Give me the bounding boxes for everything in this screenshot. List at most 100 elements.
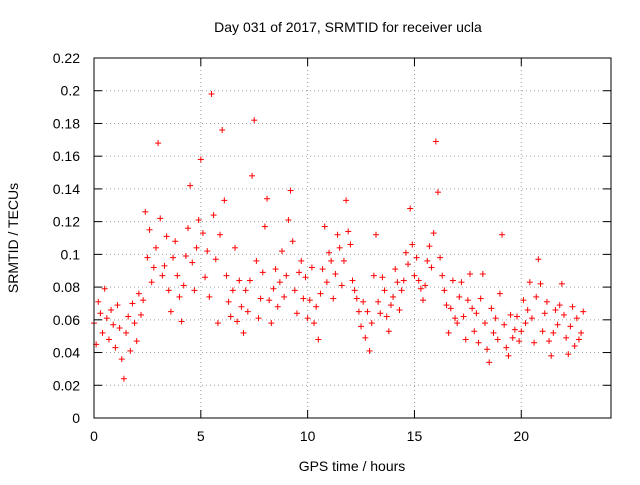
data-point [259, 269, 266, 276]
data-point [251, 117, 258, 124]
data-points [91, 91, 587, 382]
data-point [161, 262, 168, 269]
data-point [253, 257, 260, 264]
data-point [276, 279, 283, 286]
data-point [204, 248, 211, 255]
data-point [285, 217, 292, 223]
data-point [287, 187, 294, 194]
x-tick-label: 20 [513, 428, 529, 444]
data-point [473, 310, 480, 317]
data-point [330, 295, 337, 302]
data-point [496, 290, 503, 297]
data-point [375, 298, 382, 305]
data-point [479, 271, 486, 277]
data-point [101, 285, 108, 292]
data-point [541, 310, 548, 317]
data-point [522, 320, 529, 327]
y-tick-label: 0.22 [53, 50, 80, 66]
data-point [99, 329, 106, 336]
data-point [475, 339, 482, 346]
data-point [447, 305, 454, 312]
data-point [358, 323, 365, 330]
data-point [266, 297, 273, 304]
data-point [490, 329, 497, 336]
data-point [114, 302, 121, 309]
data-point [270, 285, 277, 292]
data-point [199, 230, 206, 237]
data-point [174, 272, 181, 279]
y-tick-label: 0.08 [53, 279, 80, 295]
data-point [484, 346, 491, 353]
plot-frame [93, 57, 612, 419]
data-point [178, 318, 185, 325]
data-point [123, 329, 130, 336]
data-point [501, 321, 508, 328]
data-point [135, 290, 142, 297]
data-point [257, 295, 264, 302]
data-point [520, 297, 527, 304]
data-point [338, 282, 345, 289]
data-point [550, 329, 557, 336]
y-tick-label: 0.18 [53, 115, 80, 131]
data-point [112, 344, 119, 351]
data-point [210, 212, 217, 219]
x-tick-label: 0 [90, 428, 98, 444]
data-point [185, 225, 191, 232]
data-point [518, 328, 525, 335]
y-tick-label: 0.2 [61, 83, 81, 99]
data-point [402, 249, 409, 256]
data-point [150, 264, 157, 271]
data-point [569, 303, 576, 310]
data-point [387, 302, 394, 309]
data-point [392, 266, 399, 273]
data-point [97, 310, 104, 317]
data-point [430, 230, 437, 237]
data-point [212, 256, 219, 263]
data-point [441, 287, 448, 294]
data-point [319, 266, 326, 273]
data-point [155, 140, 162, 147]
data-point [105, 336, 112, 343]
data-point [411, 272, 418, 279]
data-point [283, 272, 290, 279]
data-point [219, 127, 226, 133]
data-point [165, 287, 172, 294]
data-point [417, 285, 424, 292]
data-point [464, 297, 471, 304]
y-tick-label: 0.02 [53, 377, 80, 393]
data-point [296, 269, 303, 276]
data-point [227, 313, 234, 320]
data-point [548, 352, 555, 359]
data-point [116, 325, 123, 331]
data-point [514, 313, 520, 320]
data-point [343, 197, 350, 204]
data-point [323, 279, 330, 286]
data-point [328, 257, 335, 264]
data-point [244, 308, 251, 315]
data-point [543, 298, 550, 305]
data-point [152, 244, 159, 251]
data-point [234, 318, 241, 325]
data-point [573, 315, 580, 322]
data-point [415, 277, 422, 284]
data-point [127, 347, 134, 354]
data-point [409, 241, 416, 248]
data-point [240, 329, 247, 336]
data-point [120, 375, 127, 382]
data-point [291, 287, 298, 294]
data-point [454, 320, 461, 327]
y-tick-label: 0.14 [53, 181, 80, 197]
data-point [176, 293, 183, 300]
data-point [326, 249, 332, 256]
data-point [202, 274, 209, 281]
data-point [377, 310, 384, 317]
data-point [445, 329, 452, 336]
data-point [214, 320, 221, 327]
data-point [208, 91, 215, 97]
data-point [313, 303, 320, 310]
x-tick-label: 15 [407, 428, 423, 444]
data-point [503, 344, 510, 351]
data-point [460, 313, 467, 320]
data-point [366, 347, 373, 354]
data-point [368, 320, 375, 327]
